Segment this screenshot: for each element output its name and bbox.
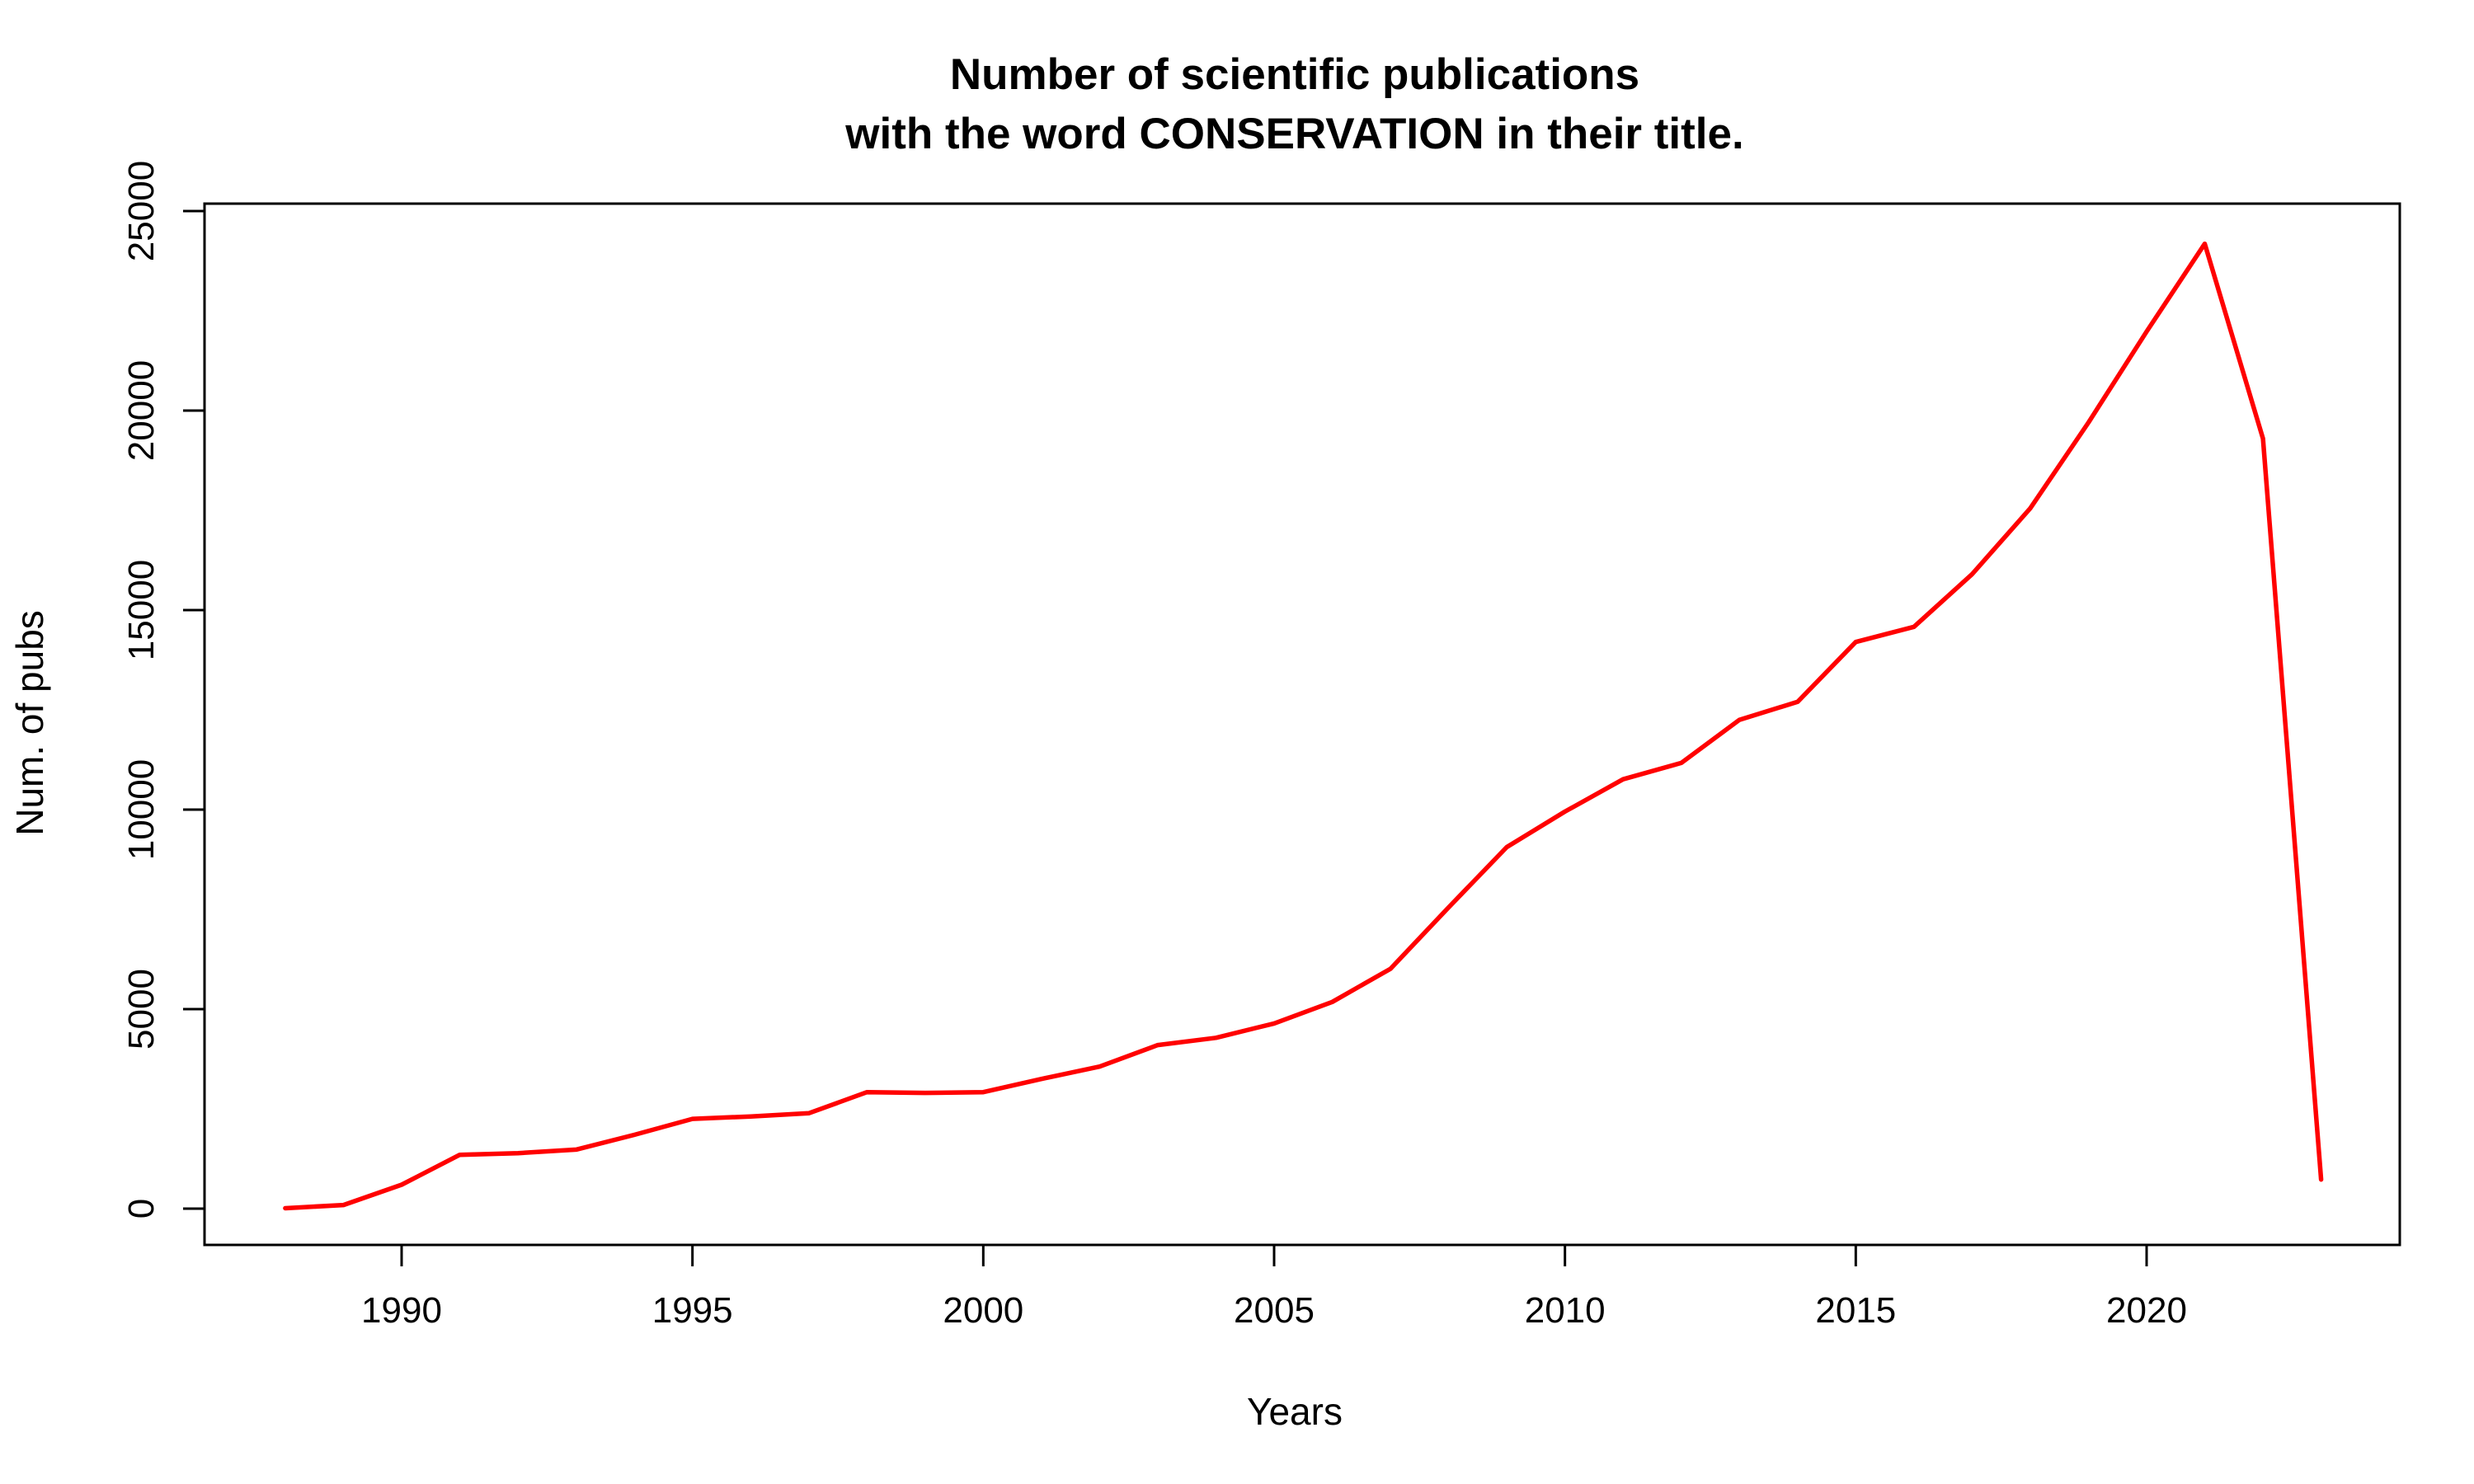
x-tick-label: 1995 bbox=[652, 1290, 733, 1331]
y-tick-label: 10000 bbox=[121, 759, 162, 860]
x-tick-label: 2000 bbox=[943, 1290, 1023, 1331]
chart-subtitle: with the word CONSERVATION in their titl… bbox=[844, 110, 1743, 158]
y-tick-label: 20000 bbox=[121, 360, 162, 461]
series-layer bbox=[283, 241, 2324, 1211]
y-tick-label: 25000 bbox=[121, 161, 162, 261]
y-tick-label: 0 bbox=[121, 1199, 162, 1219]
y-tick-label: 5000 bbox=[121, 969, 162, 1050]
x-tick-label: 2020 bbox=[2106, 1290, 2187, 1331]
x-tick-label: 2015 bbox=[1815, 1290, 1896, 1331]
series-line bbox=[283, 241, 2324, 1211]
x-tick-label: 1990 bbox=[361, 1290, 442, 1331]
x-tick-label: 2010 bbox=[1525, 1290, 1606, 1331]
y-axis: 0 5000 10000 15000 20000 25000 bbox=[121, 161, 206, 1219]
x-axis: 1990 1995 2000 2005 2010 2015 2020 bbox=[361, 1243, 2187, 1331]
y-axis-label: Num. of pubs bbox=[8, 610, 51, 836]
chart-title: Number of scientific publications bbox=[950, 50, 1639, 99]
x-axis-label: Years bbox=[1247, 1390, 1343, 1433]
x-tick-label: 2005 bbox=[1234, 1290, 1315, 1331]
y-tick-label: 15000 bbox=[121, 560, 162, 660]
